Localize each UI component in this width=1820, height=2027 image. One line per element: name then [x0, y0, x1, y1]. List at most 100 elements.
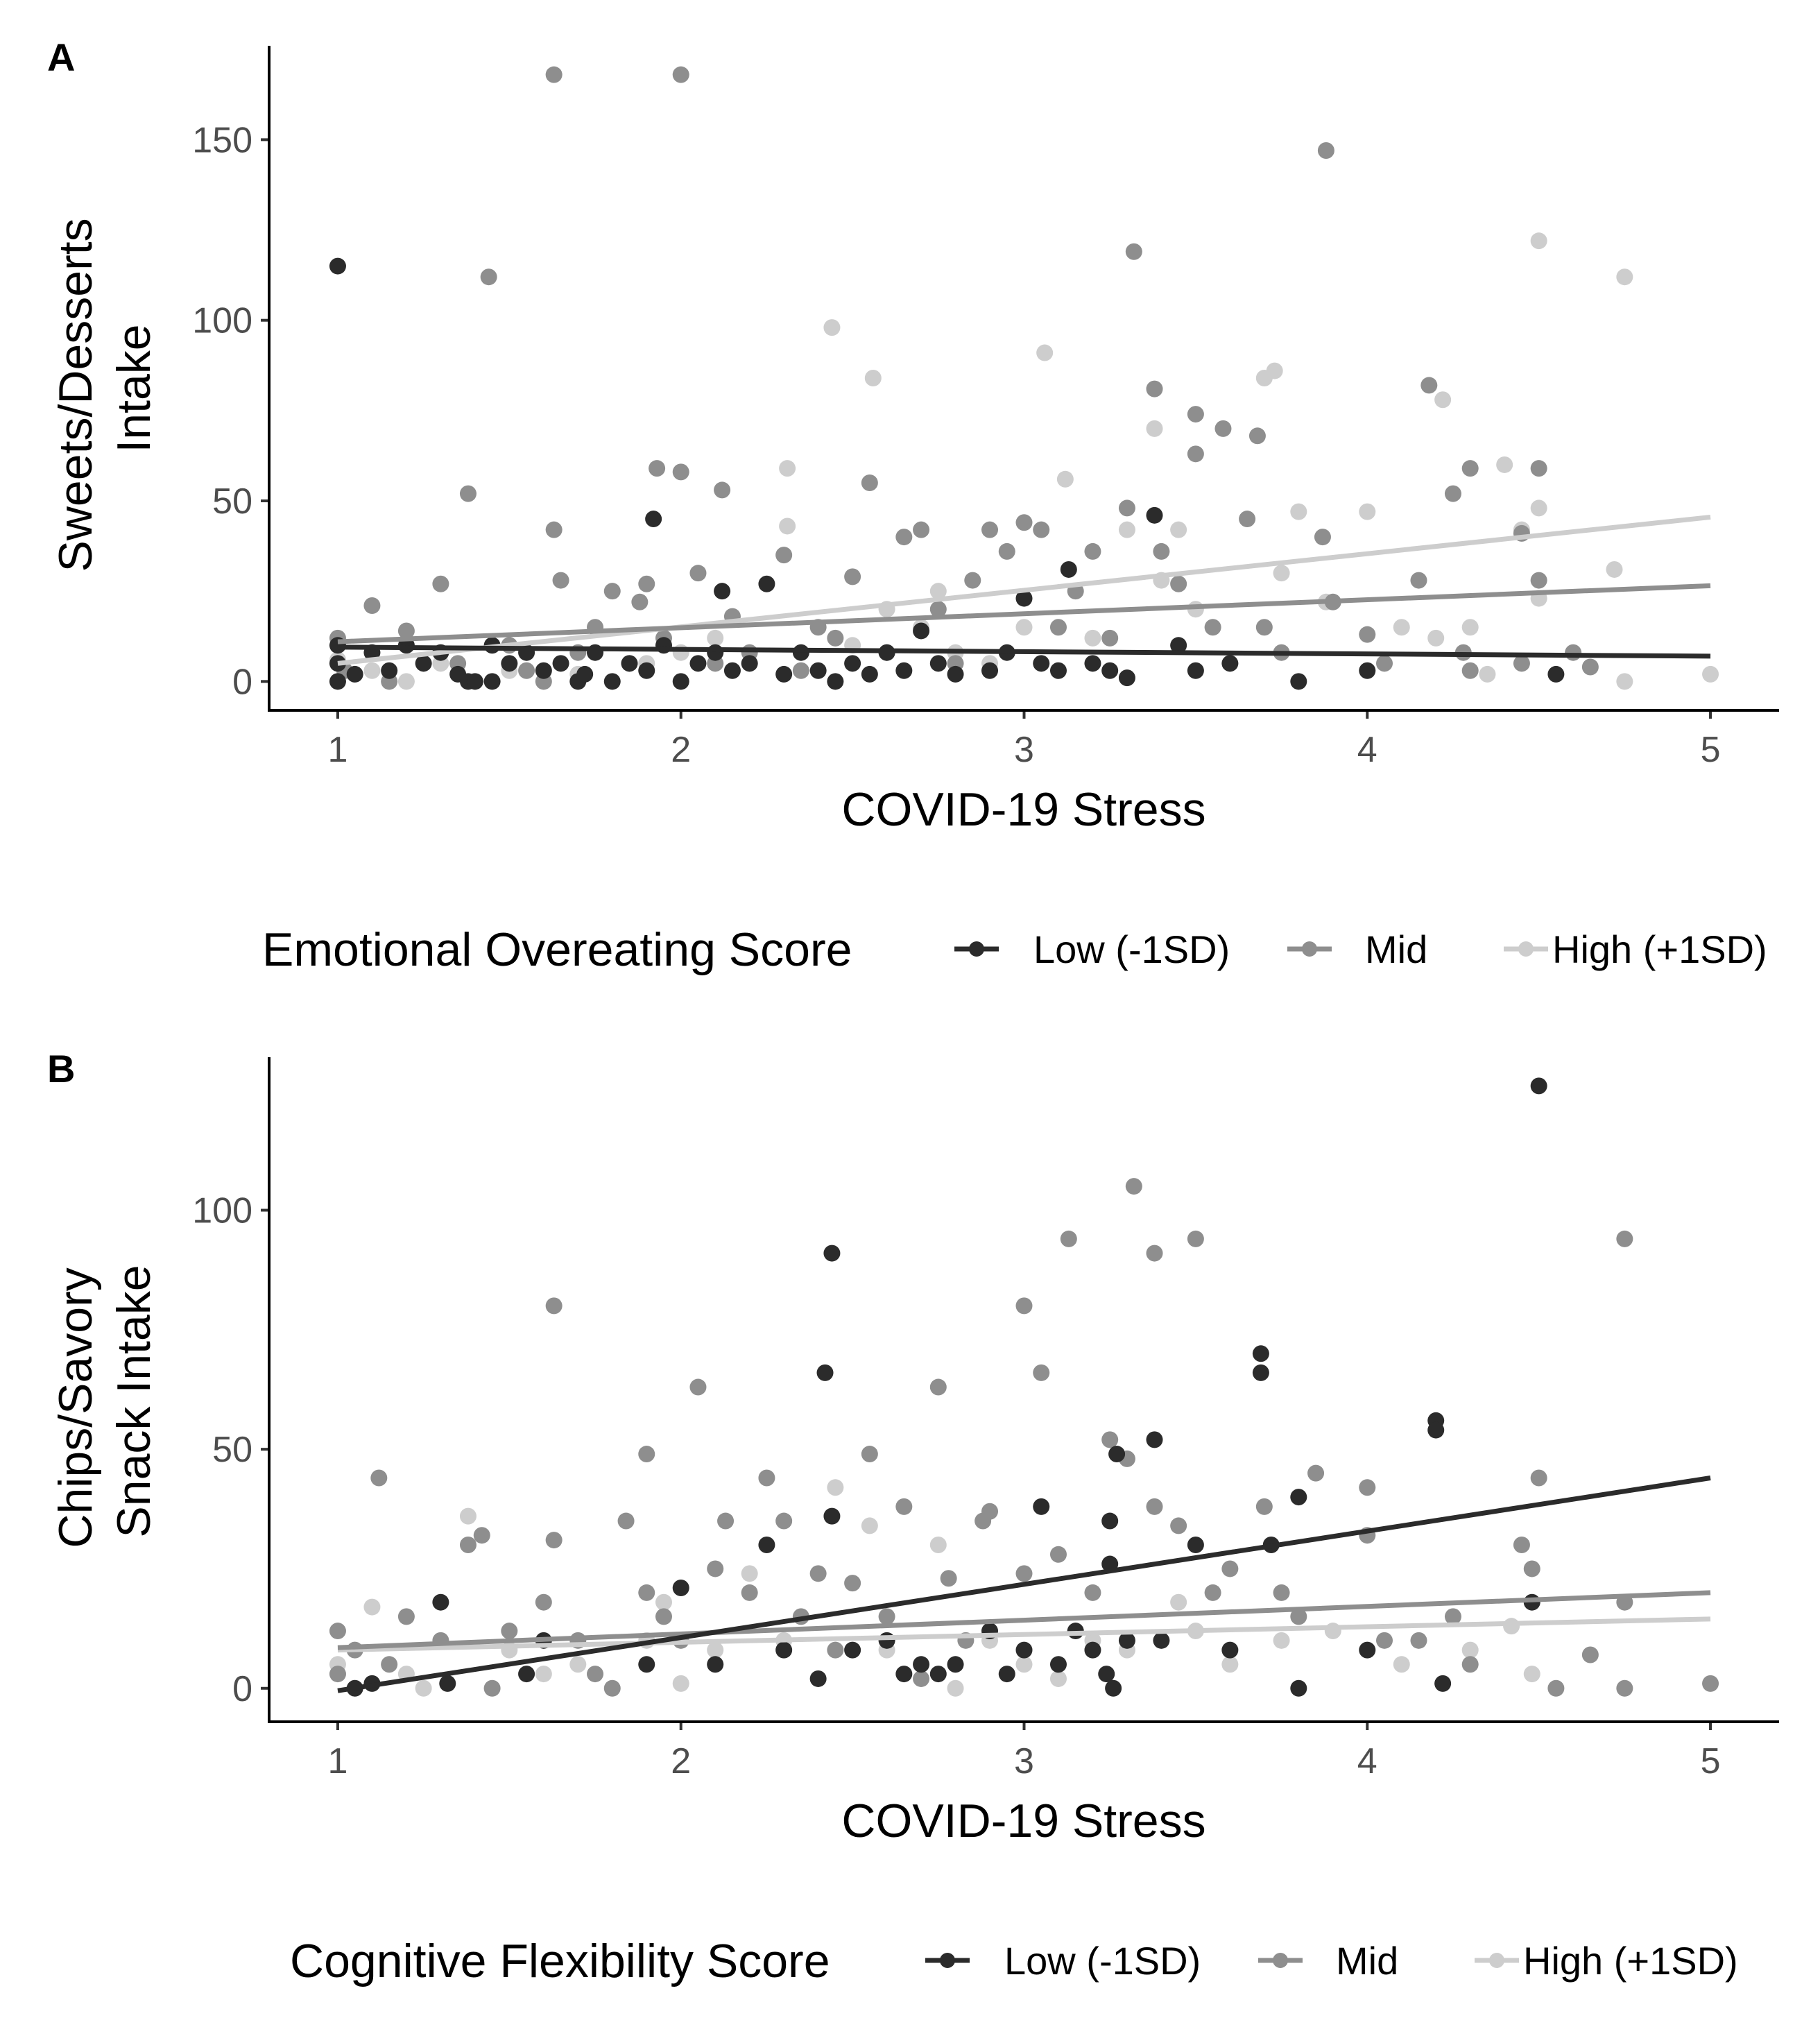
- point-mid: [1146, 380, 1163, 397]
- point-low: [1101, 662, 1119, 679]
- point-high: [655, 1593, 672, 1611]
- point-mid: [1307, 1464, 1325, 1482]
- point-high: [864, 370, 882, 386]
- point-mid: [631, 593, 649, 610]
- point-mid: [689, 565, 707, 582]
- panel-b-y-title-line-1: Chips/Savory: [49, 1267, 102, 1548]
- point-low: [689, 655, 707, 672]
- point-mid: [1015, 1565, 1033, 1582]
- fit-line-high: [337, 1616, 1711, 1653]
- point-mid: [1146, 1245, 1163, 1262]
- point-mid: [1565, 644, 1582, 661]
- point-low: [1290, 1489, 1307, 1506]
- point-mid: [370, 1469, 388, 1487]
- point-mid: [1101, 1431, 1119, 1448]
- point-mid: [895, 1498, 913, 1515]
- point-high: [535, 1666, 552, 1683]
- point-mid: [1221, 1560, 1239, 1577]
- point-mid: [1513, 1536, 1530, 1553]
- point-high: [1479, 665, 1496, 683]
- point-high: [1146, 420, 1163, 437]
- point-mid: [827, 629, 844, 647]
- point-high: [363, 662, 381, 679]
- panel-b-legend-title: Cognitive Flexibility Score: [290, 1935, 830, 1987]
- y-tick-label: 0: [232, 1669, 252, 1709]
- point-high: [1616, 268, 1633, 286]
- x-tick-label: 2: [671, 730, 691, 770]
- point-mid: [809, 1565, 827, 1582]
- point-low: [1015, 1641, 1033, 1659]
- fit-line-high: [337, 514, 1711, 666]
- point-low: [1427, 1421, 1445, 1439]
- legend-label-mid: Mid: [1365, 927, 1427, 971]
- point-low: [603, 673, 621, 690]
- point-low: [1290, 673, 1307, 690]
- point-mid: [545, 1297, 563, 1315]
- point-mid: [1060, 1230, 1077, 1247]
- point-mid: [929, 1378, 947, 1396]
- point-mid: [473, 1527, 490, 1544]
- panel-b-letter: B: [47, 1047, 75, 1091]
- point-high: [779, 518, 796, 535]
- panel-a-y-axis-title: Sweets/Desserts Intake: [49, 205, 160, 572]
- point-mid: [1410, 572, 1427, 589]
- point-mid: [1376, 1632, 1393, 1649]
- point-mid: [1015, 1297, 1033, 1315]
- point-low: [1015, 590, 1033, 607]
- x-tick-label: 3: [1014, 730, 1034, 770]
- point-mid: [1702, 1675, 1719, 1692]
- x-tick-label: 1: [327, 730, 347, 770]
- point-mid: [689, 1378, 707, 1396]
- panel-b-y-title-line-2: Snack Intake: [108, 1265, 160, 1537]
- point-mid: [638, 1446, 655, 1463]
- point-low: [1108, 1446, 1126, 1463]
- point-mid: [1616, 1230, 1633, 1247]
- point-high: [1084, 629, 1101, 647]
- point-mid: [1033, 1364, 1050, 1381]
- point-mid: [397, 1608, 415, 1625]
- point-low: [1084, 1641, 1101, 1659]
- point-high: [1496, 456, 1513, 473]
- point-low: [1187, 1536, 1204, 1553]
- point-low: [432, 1593, 449, 1611]
- point-high: [779, 460, 796, 477]
- point-mid: [717, 1512, 735, 1530]
- point-mid: [1359, 626, 1376, 643]
- point-mid: [432, 575, 449, 592]
- point-high: [1273, 565, 1290, 582]
- panel-a-legend-low: Low (-1SD): [954, 927, 1230, 971]
- point-mid: [1410, 1632, 1427, 1649]
- point-mid: [714, 481, 731, 499]
- point-mid: [1214, 420, 1232, 437]
- point-low: [1359, 1641, 1376, 1659]
- panel-b: B Chips/Savory Snack Intake 0 50 100 1 2 3 4 5…: [47, 1047, 1779, 1987]
- point-high: [1461, 1641, 1479, 1659]
- point-low: [1101, 1512, 1119, 1530]
- point-high: [741, 1565, 758, 1582]
- point-mid: [329, 1666, 346, 1683]
- point-mid: [1523, 1560, 1540, 1577]
- point-mid: [1616, 1679, 1633, 1697]
- point-mid: [655, 1608, 672, 1625]
- point-low: [707, 1656, 724, 1673]
- point-mid: [1118, 499, 1135, 517]
- point-low: [861, 665, 878, 683]
- point-mid: [518, 662, 535, 679]
- panel-b-y-axis-title: Chips/Savory Snack Intake: [49, 1254, 160, 1548]
- point-mid: [1170, 575, 1187, 592]
- point-mid: [545, 66, 563, 83]
- legend-label-high: High (+1SD): [1523, 1939, 1738, 1983]
- panel-b-x-ticks: 1 2 3 4 5: [327, 1722, 1721, 1781]
- point-low: [929, 655, 947, 672]
- panel-a-legend-high: High (+1SD): [1504, 927, 1767, 971]
- point-mid: [480, 268, 497, 286]
- point-high: [1359, 503, 1376, 520]
- point-low: [947, 1656, 964, 1673]
- point-mid: [792, 662, 809, 679]
- point-high: [707, 1641, 724, 1659]
- point-low: [929, 1666, 947, 1683]
- x-tick-label: 4: [1357, 1741, 1377, 1781]
- point-mid: [758, 1469, 775, 1487]
- point-low: [1118, 1632, 1135, 1649]
